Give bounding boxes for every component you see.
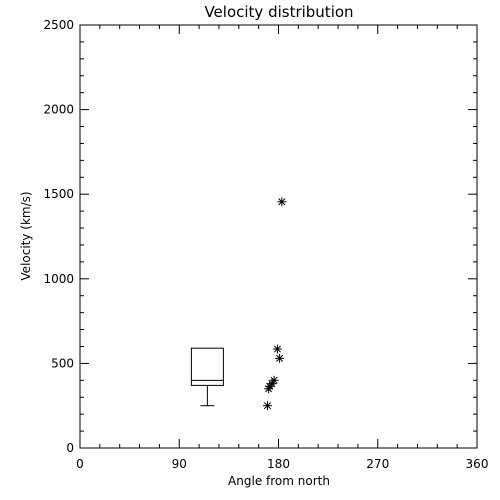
y-tick-label: 2000 (43, 103, 74, 117)
y-tick-label: 0 (66, 441, 74, 455)
y-tick-label: 1500 (43, 187, 74, 201)
x-tick-label: 0 (76, 457, 84, 471)
data-point (262, 401, 272, 411)
x-axis-label: Angle from north (228, 474, 330, 488)
data-point (264, 384, 274, 394)
y-tick-label: 500 (51, 356, 74, 370)
x-tick-label: 270 (366, 457, 389, 471)
x-tick-label: 360 (466, 457, 489, 471)
y-axis-label: Velocity (km/s) (19, 191, 33, 280)
axis-ticks: 0 90 180 270 360 0 500 1000 1500 2000 2500 (43, 18, 488, 471)
data-point (275, 353, 285, 363)
y-tick-label: 2500 (43, 18, 74, 32)
plot-marks (190, 197, 287, 411)
plot-frame (79, 24, 478, 449)
x-tick-label: 180 (267, 457, 290, 471)
x-tick-label: 90 (172, 457, 187, 471)
y-tick-label: 1000 (43, 272, 74, 286)
data-point (277, 197, 287, 207)
chart-title: Velocity distribution (204, 3, 353, 21)
box-iqr (190, 347, 224, 386)
data-point (272, 344, 282, 354)
